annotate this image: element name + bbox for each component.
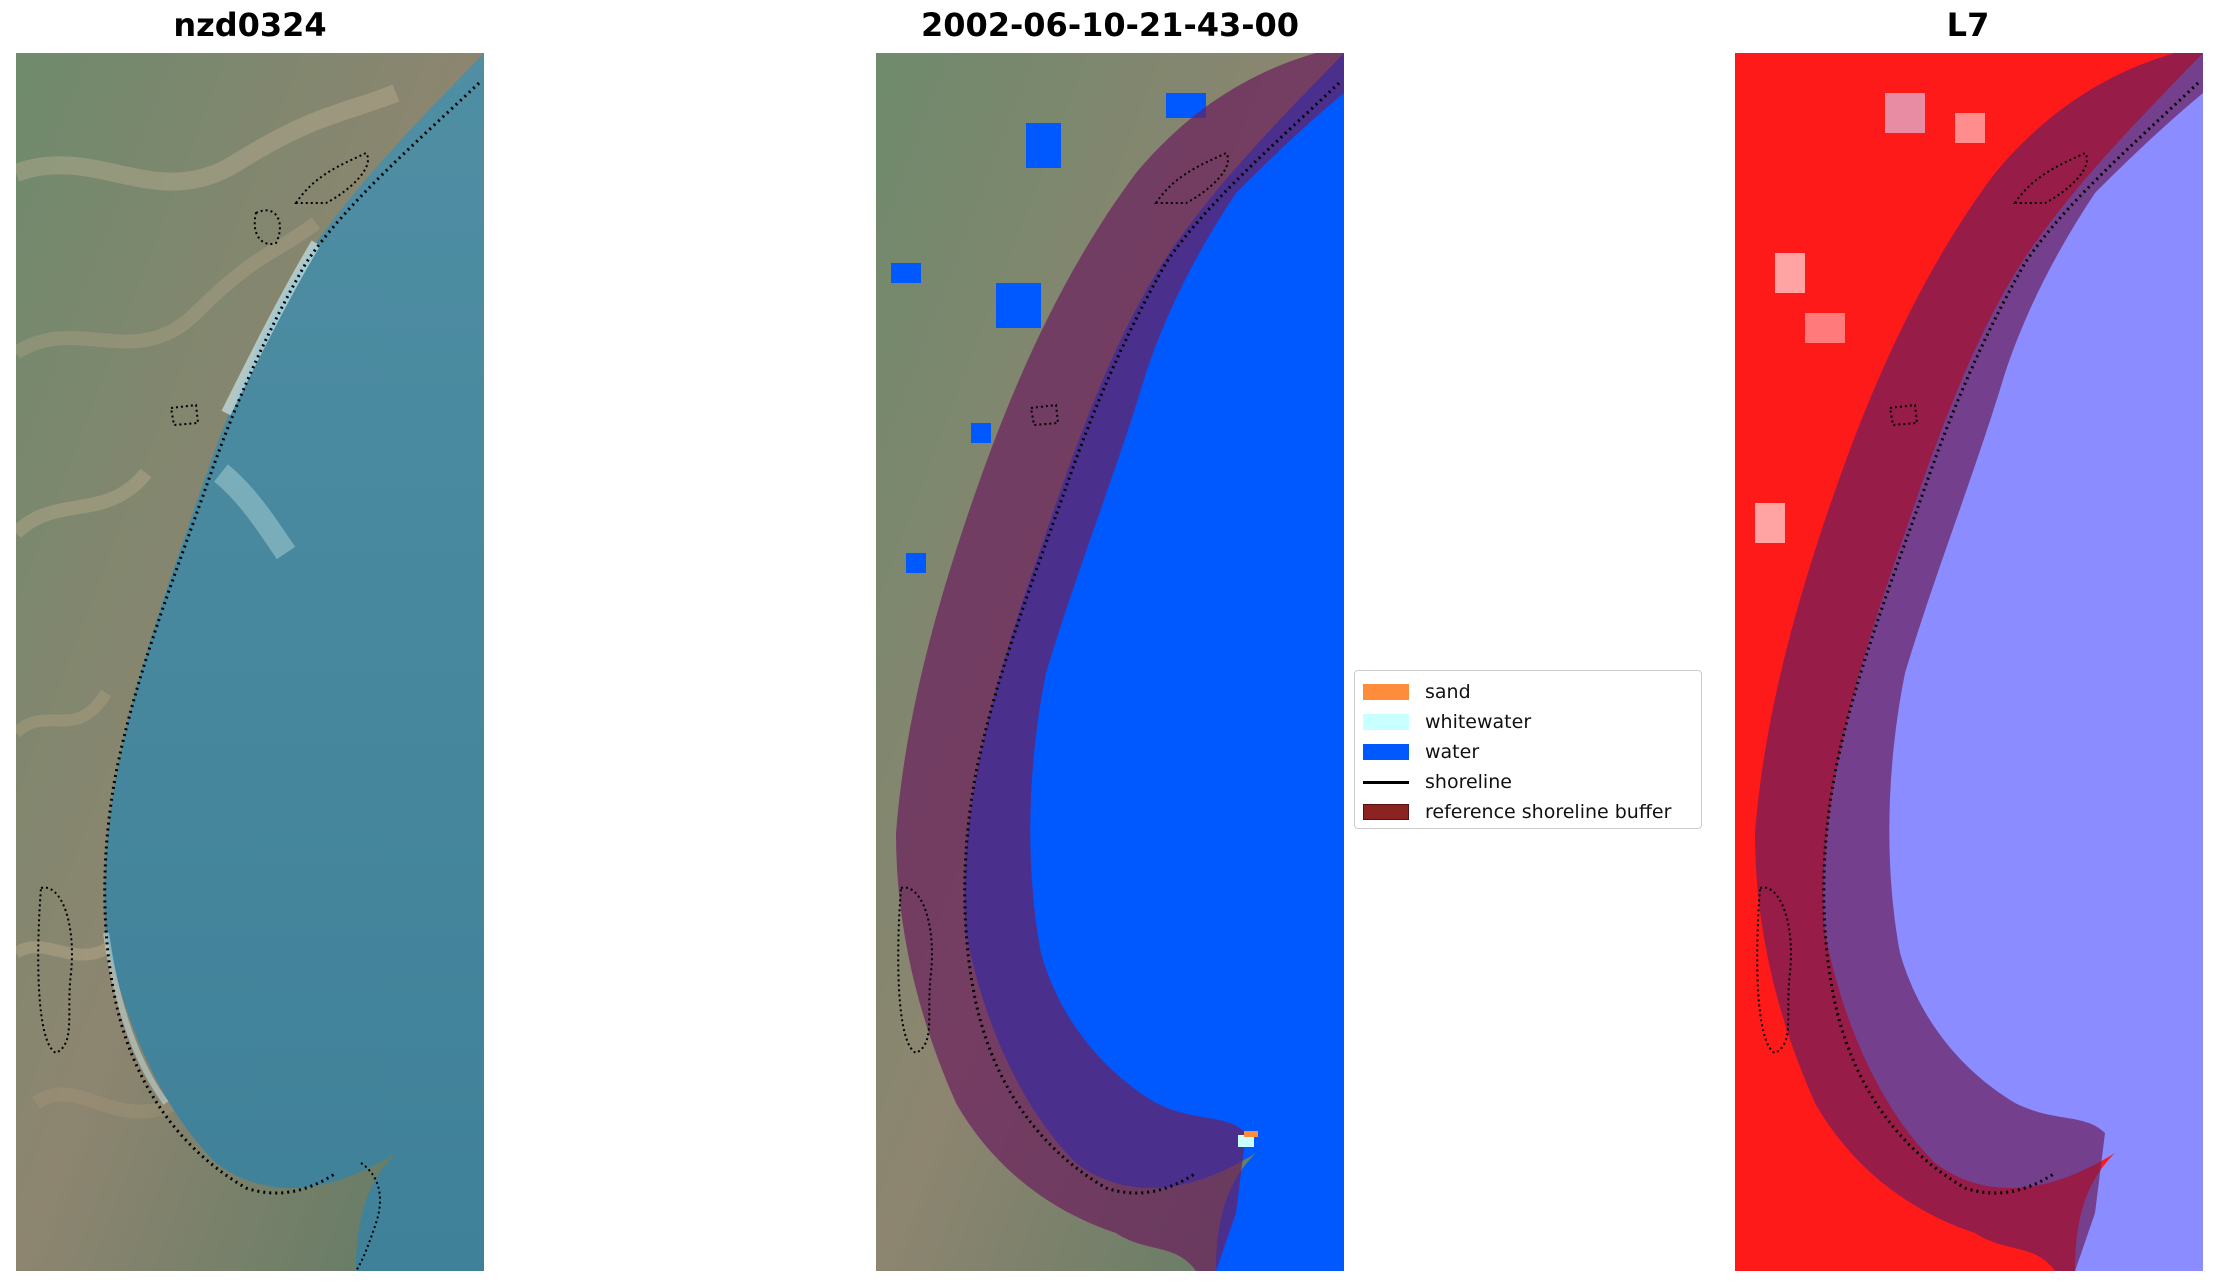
- classified-image: [876, 53, 1344, 1271]
- index-image-panel: [1735, 53, 2203, 1271]
- water-class-region: [964, 53, 1344, 1271]
- index-image: [1735, 53, 2203, 1271]
- legend-item-buffer: reference shoreline buffer: [1363, 797, 1693, 827]
- shoreline-line-swatch: [1363, 780, 1409, 784]
- legend-item-shoreline: shoreline: [1363, 767, 1693, 797]
- legend-label: whitewater: [1425, 711, 1532, 733]
- legend-label: reference shoreline buffer: [1425, 801, 1672, 823]
- left-panel-title: nzd0324: [173, 6, 327, 44]
- reference-shoreline-buffer: [896, 53, 1344, 1271]
- sand-swatch: [1363, 684, 1409, 700]
- classified-image-panel: [876, 53, 1344, 1271]
- legend-label: shoreline: [1425, 771, 1512, 793]
- legend-item-water: water: [1363, 737, 1693, 767]
- rgb-image: [16, 53, 484, 1271]
- legend: sand whitewater water shoreline referenc…: [1354, 670, 1702, 829]
- rgb-image-panel: [16, 53, 484, 1271]
- legend-label: water: [1425, 741, 1480, 763]
- right-panel-title: L7: [1946, 6, 1990, 44]
- buffer-swatch: [1363, 804, 1409, 820]
- whitewater-swatch: [1363, 714, 1409, 730]
- legend-item-whitewater: whitewater: [1363, 707, 1693, 737]
- shoreline: [103, 81, 481, 1195]
- legend-label: sand: [1425, 681, 1471, 703]
- legend-item-sand: sand: [1363, 677, 1693, 707]
- middle-panel-title: 2002-06-10-21-43-00: [920, 6, 1300, 44]
- water-swatch: [1363, 744, 1409, 760]
